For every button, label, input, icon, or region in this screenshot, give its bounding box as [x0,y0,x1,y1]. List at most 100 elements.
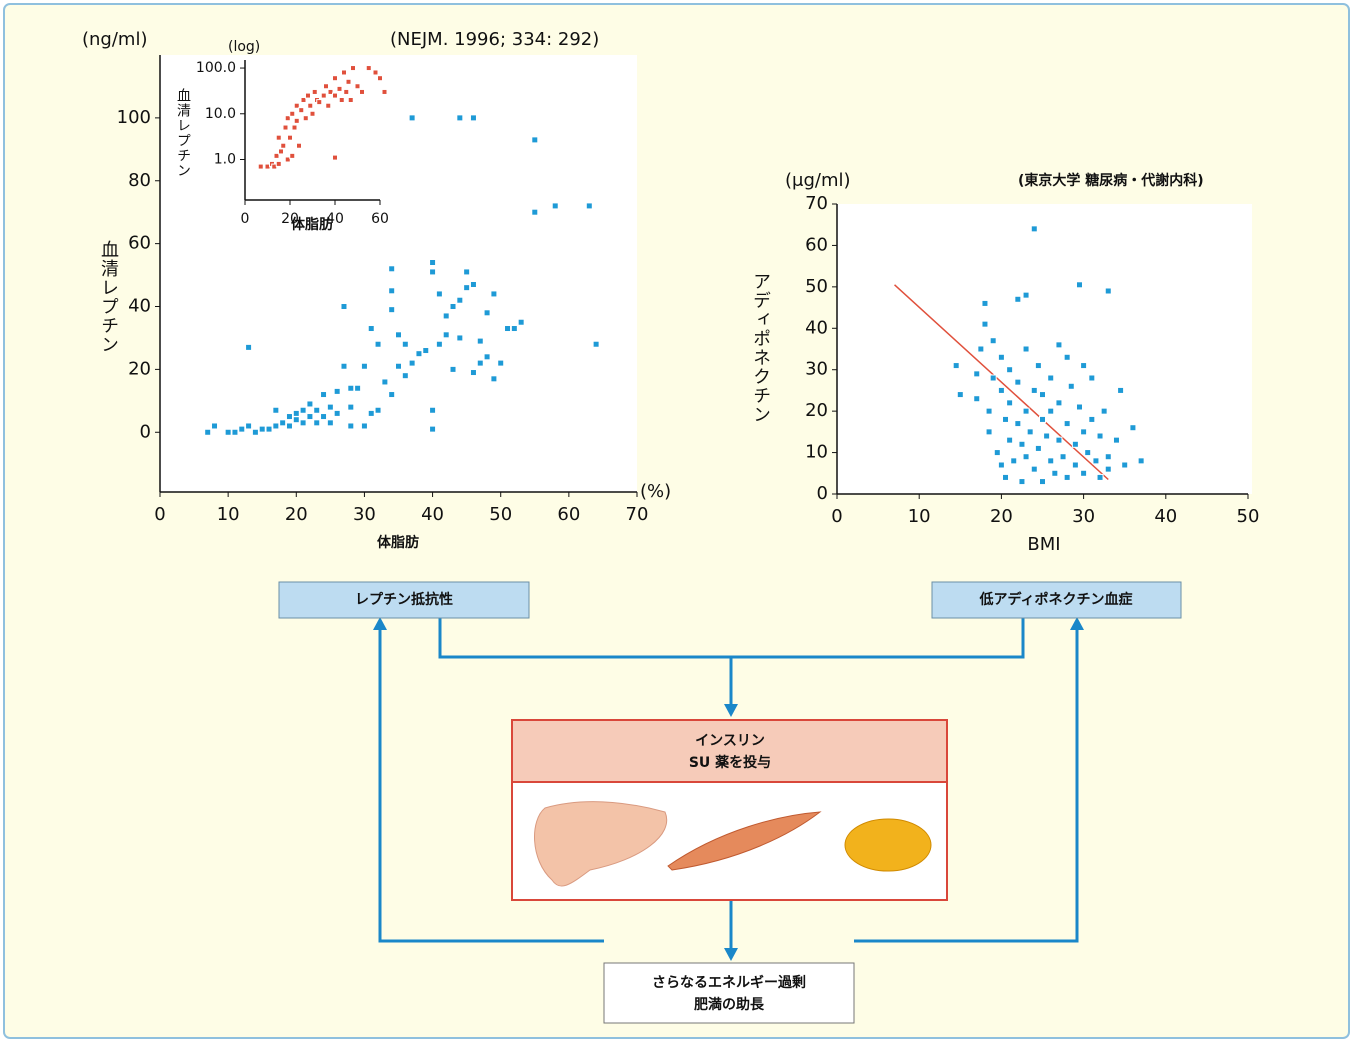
point [341,304,347,310]
point [1093,458,1099,464]
point [288,135,293,140]
box-label: レプチン抵抗性 [355,591,453,608]
point [286,414,292,420]
point [299,108,304,113]
point [366,66,371,71]
point [1011,458,1017,464]
point [321,392,327,398]
point [292,125,297,130]
point [1040,392,1046,398]
point [326,103,331,108]
point [457,115,463,121]
point [310,111,315,116]
y-tick-label: 60 [805,234,828,255]
y-unit: (log) [228,39,260,55]
point [974,371,980,377]
y-tick-label: 80 [128,170,151,191]
box-label: 低アディポネクチン血症 [978,591,1132,608]
point [491,376,497,382]
point [273,407,279,413]
point [327,404,333,410]
point [368,410,374,416]
x-tick-label: 40 [421,504,444,525]
point [246,423,252,429]
point [276,161,281,166]
point [1007,437,1013,443]
point [314,407,320,413]
point [300,420,306,426]
point [477,360,483,366]
point [1007,367,1013,373]
point [593,341,599,347]
point [252,429,258,435]
point [532,209,538,215]
point [1023,454,1029,460]
point [334,410,340,416]
point [491,291,497,297]
point [308,103,313,108]
point [586,203,592,209]
page: (ng/ml) (NEJM. 1996; 334: 292) (%) 血清レプチ… [0,0,1353,1042]
box-label: 肥満の助長 [694,996,765,1013]
point [1105,288,1111,294]
point [293,417,299,423]
y-tick-label: 40 [128,296,151,317]
point [464,285,470,291]
point [1068,383,1074,389]
point [346,79,351,84]
x-unit: (%) [640,481,671,502]
point [337,86,342,91]
y-tick-label: 20 [805,400,828,421]
point [1056,437,1062,443]
figure: (ng/ml) (NEJM. 1996; 334: 292) (%) 血清レプチ… [0,0,1353,1042]
point [1035,363,1041,369]
x-tick-label: 40 [1154,506,1177,527]
point [1048,408,1054,414]
point [297,143,302,148]
point [423,348,429,354]
point [334,388,340,394]
point [957,392,963,398]
point [333,76,338,81]
point [1081,363,1087,369]
point [321,93,326,98]
point [307,401,313,407]
y-tick-label: 20 [128,358,151,379]
point [339,98,344,103]
point [430,426,436,432]
box-header [512,720,947,782]
point [1085,450,1091,456]
point [986,429,992,435]
point [1072,462,1078,468]
point [1081,470,1087,476]
point [477,338,483,344]
point [1015,296,1021,302]
fat-icon [845,819,931,871]
point [382,379,388,385]
point [1031,226,1037,232]
point [389,392,395,398]
point [312,89,317,94]
point [1072,441,1078,447]
y-tick-label: 0 [817,483,828,504]
point [348,98,353,103]
point [416,351,422,357]
point [1003,416,1009,422]
point [205,429,211,435]
x-tick-label: 50 [1237,506,1260,527]
y-tick-label: 30 [805,359,828,380]
point [279,149,284,154]
y-tick-label: 60 [128,233,151,254]
point [360,89,365,94]
point [457,335,463,341]
point [290,153,295,158]
point [511,326,517,332]
point [361,363,367,369]
point [283,125,288,130]
point [1031,466,1037,472]
y-unit: (μg/ml) [785,170,851,191]
point [409,115,415,121]
point [552,203,558,209]
point [396,363,402,369]
point [457,297,463,303]
